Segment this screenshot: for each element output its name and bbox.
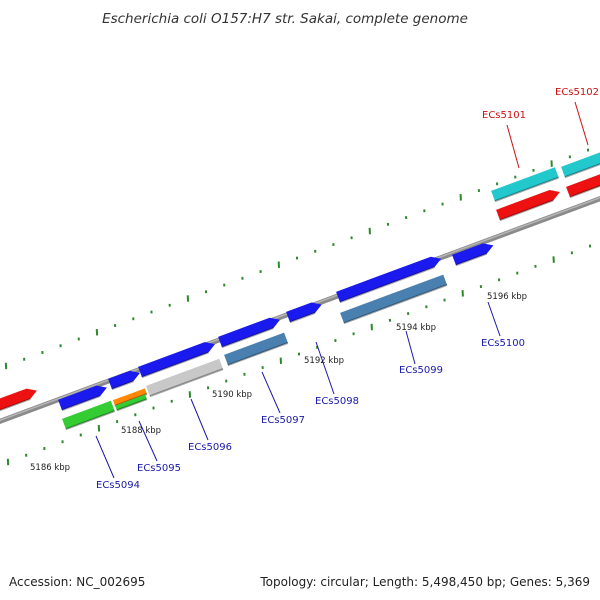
feature-green — [62, 400, 116, 431]
feature-steel — [224, 332, 289, 367]
gene-label-ecs5102: ECs5102 — [555, 87, 599, 98]
genome-summary-text: Topology: circular; Length: 5,498,450 bp… — [259, 575, 590, 589]
label-leader-lines — [95, 101, 589, 479]
gene-label-ecs5097: ECs5097 — [261, 415, 305, 426]
cds-forward-arrow — [138, 342, 216, 379]
accession-text: Accession: NC_002695 — [9, 575, 145, 589]
gene-label-ecs5101: ECs5101 — [482, 110, 526, 121]
feature-grey — [146, 358, 224, 398]
kbp-label: 5196 kbp — [487, 292, 527, 302]
tick-marks-upper — [4, 148, 590, 370]
feature-steel — [340, 274, 448, 325]
leader-line — [405, 330, 416, 365]
feature-cyan — [491, 167, 560, 203]
cds-reverse-arrow — [496, 190, 560, 222]
map-title: Escherichia coli O157:H7 str. Sakai, com… — [102, 11, 468, 27]
gene-label-ecs5100: ECs5100 — [481, 338, 525, 349]
kbp-label: 5188 kbp — [121, 426, 161, 436]
cds-forward-arrow — [108, 370, 141, 391]
leader-line — [574, 101, 589, 146]
kbp-label: 5190 kbp — [212, 390, 252, 400]
gene-label-ecs5098: ECs5098 — [315, 396, 359, 407]
cds-forward-arrow — [58, 385, 107, 412]
kbp-label: 5192 kbp — [304, 356, 344, 366]
cds-reverse-arrow — [566, 174, 600, 199]
leader-line — [315, 341, 335, 395]
leader-line — [138, 420, 158, 462]
kbp-label: 5186 kbp — [30, 463, 70, 473]
cds-forward-arrow — [286, 302, 322, 324]
cds-forward-arrow — [336, 256, 442, 304]
cds-reverse-arrow — [0, 388, 37, 412]
cds-forward-arrow — [218, 317, 281, 349]
leader-line — [95, 435, 115, 479]
leader-line — [487, 301, 501, 337]
gene-label-ecs5094: ECs5094 — [96, 480, 140, 491]
leader-line — [506, 124, 520, 169]
gene-label-ecs5096: ECs5096 — [188, 442, 232, 453]
gene-label-ecs5095: ECs5095 — [137, 463, 181, 474]
tick-marks-lower — [6, 244, 592, 466]
kbp-label: 5194 kbp — [396, 323, 436, 333]
leader-line — [261, 371, 281, 414]
gene-features — [0, 152, 600, 431]
gene-label-ecs5099: ECs5099 — [399, 365, 443, 376]
feature-green — [115, 394, 148, 412]
leader-line — [190, 398, 209, 441]
cds-forward-arrow — [452, 243, 494, 267]
feature-cyan — [561, 152, 600, 179]
